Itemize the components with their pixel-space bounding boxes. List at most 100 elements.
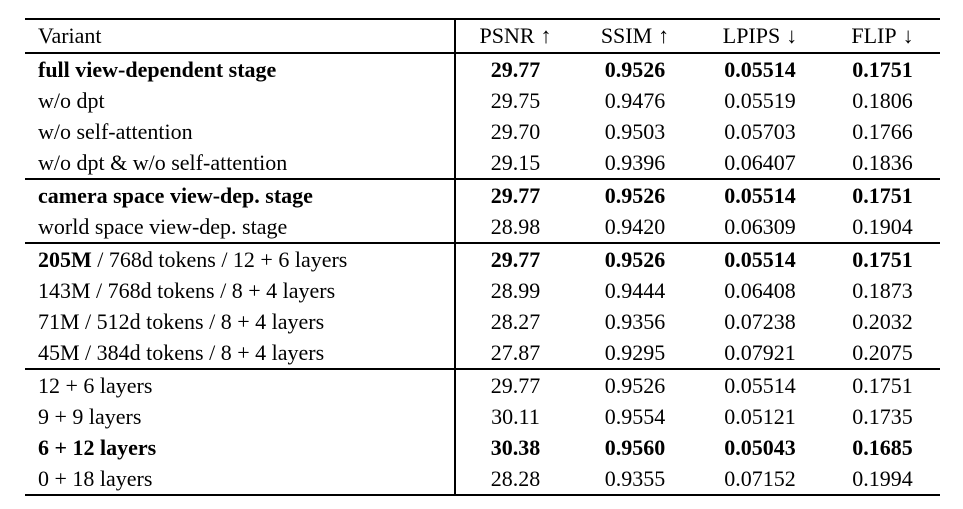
flip-value: 0.1751	[852, 57, 913, 82]
lpips-value: 0.05121	[724, 404, 796, 429]
flip-value: 0.2032	[852, 309, 913, 334]
psnr-value: 29.77	[490, 183, 541, 208]
lpips-value: 0.06407	[724, 150, 796, 175]
metric-label-psnr: PSNR	[479, 23, 535, 48]
flip-value: 0.1685	[852, 435, 913, 460]
lpips-value: 0.05514	[724, 247, 796, 272]
table-row: 12 + 6 layers 29.77 0.9526 0.05514 0.175…	[25, 369, 940, 401]
table-row: world space view-dep. stage 28.98 0.9420…	[25, 211, 940, 243]
table-row: 205M / 768d tokens / 12 + 6 layers 29.77…	[25, 243, 940, 275]
variant-cell: w/o self-attention	[25, 116, 456, 147]
flip-value: 0.1766	[852, 119, 913, 144]
ssim-value: 0.9554	[604, 404, 666, 429]
lpips-value: 0.05703	[724, 119, 796, 144]
table-row: 143M / 768d tokens / 8 + 4 layers 28.99 …	[25, 275, 940, 306]
section-layer-split: 12 + 6 layers 29.77 0.9526 0.05514 0.175…	[25, 369, 940, 495]
section-view-dependent-ablation: full view-dependent stage 29.77 0.9526 0…	[25, 53, 940, 179]
table-row: w/o self-attention 29.70 0.9503 0.05703 …	[25, 116, 940, 147]
ssim-value: 0.9526	[604, 183, 666, 208]
variant-text: w/o dpt	[38, 88, 105, 113]
column-header-flip: FLIP ↓	[825, 19, 940, 53]
psnr-value: 27.87	[490, 340, 541, 365]
table-row: 9 + 9 layers 30.11 0.9554 0.05121 0.1735	[25, 401, 940, 432]
section-coordinate-space: camera space view-dep. stage 29.77 0.952…	[25, 179, 940, 243]
ablation-results-table: Variant PSNR ↑ SSIM ↑ LPIPS ↓ FLIP ↓ full vi…	[25, 18, 940, 496]
column-header-psnr: PSNR ↑	[455, 19, 575, 53]
ssim-value: 0.9420	[604, 214, 666, 239]
psnr-value: 29.77	[490, 57, 541, 82]
table-row: 0 + 18 layers 28.28 0.9355 0.07152 0.199…	[25, 463, 940, 495]
ssim-value: 0.9444	[604, 278, 666, 303]
lpips-value: 0.05514	[724, 183, 796, 208]
variant-text: / 768d tokens / 12 + 6 layers	[91, 247, 348, 272]
variant-bold-text: camera space view-dep. stage	[38, 183, 313, 208]
variant-cell: 12 + 6 layers	[25, 369, 456, 401]
variant-cell: full view-dependent stage	[25, 53, 456, 85]
variant-cell: 205M / 768d tokens / 12 + 6 layers	[25, 243, 456, 275]
variant-cell: w/o dpt & w/o self-attention	[25, 147, 456, 179]
lpips-value: 0.05514	[724, 373, 796, 398]
down-arrow-icon: ↓	[902, 23, 914, 48]
flip-value: 0.1994	[852, 466, 913, 491]
table-row: w/o dpt & w/o self-attention 29.15 0.939…	[25, 147, 940, 179]
variant-cell: 0 + 18 layers	[25, 463, 456, 495]
metric-label-lpips: LPIPS	[722, 23, 781, 48]
up-arrow-icon: ↑	[658, 23, 670, 48]
psnr-value: 29.70	[490, 119, 541, 144]
psnr-value: 28.98	[490, 214, 541, 239]
ssim-value: 0.9295	[604, 340, 666, 365]
ssim-value: 0.9356	[604, 309, 666, 334]
variant-text: world space view-dep. stage	[38, 214, 288, 239]
column-header-variant: Variant	[25, 19, 456, 53]
variant-bold-text: 205M	[38, 247, 92, 272]
variant-cell: w/o dpt	[25, 85, 456, 116]
lpips-value: 0.06408	[724, 278, 796, 303]
psnr-value: 30.38	[490, 435, 541, 460]
variant-text: 143M / 768d tokens / 8 + 4 layers	[38, 278, 336, 303]
psnr-value: 29.77	[490, 373, 541, 398]
column-header-ssim: SSIM ↑	[575, 19, 695, 53]
flip-value: 0.2075	[852, 340, 913, 365]
variant-text: 12 + 6 layers	[38, 373, 153, 398]
table-row: camera space view-dep. stage 29.77 0.952…	[25, 179, 940, 211]
flip-value: 0.1806	[852, 88, 913, 113]
psnr-value: 30.11	[491, 404, 540, 429]
lpips-value: 0.06309	[724, 214, 796, 239]
variant-text: 45M / 384d tokens / 8 + 4 layers	[38, 340, 325, 365]
lpips-value: 0.05514	[724, 57, 796, 82]
column-header-lpips: LPIPS ↓	[695, 19, 825, 53]
ssim-value: 0.9526	[604, 57, 666, 82]
flip-value: 0.1904	[852, 214, 913, 239]
lpips-value: 0.07238	[724, 309, 796, 334]
flip-value: 0.1751	[852, 373, 913, 398]
variant-text: 71M / 512d tokens / 8 + 4 layers	[38, 309, 325, 334]
variant-cell: 9 + 9 layers	[25, 401, 456, 432]
flip-value: 0.1873	[852, 278, 913, 303]
metric-label-ssim: SSIM	[600, 23, 653, 48]
table-row: 71M / 512d tokens / 8 + 4 layers 28.27 0…	[25, 306, 940, 337]
psnr-value: 29.75	[490, 88, 541, 113]
table-row: full view-dependent stage 29.77 0.9526 0…	[25, 53, 940, 85]
flip-value: 0.1836	[852, 150, 913, 175]
variant-text: w/o dpt & w/o self-attention	[38, 150, 288, 175]
table-row: w/o dpt 29.75 0.9476 0.05519 0.1806	[25, 85, 940, 116]
psnr-value: 29.77	[490, 247, 541, 272]
ssim-value: 0.9355	[604, 466, 666, 491]
table-row: 45M / 384d tokens / 8 + 4 layers 27.87 0…	[25, 337, 940, 369]
metric-label-flip: FLIP	[851, 23, 897, 48]
variant-cell: 6 + 12 layers	[25, 432, 456, 463]
ssim-value: 0.9476	[604, 88, 666, 113]
ssim-value: 0.9503	[604, 119, 666, 144]
psnr-value: 29.15	[490, 150, 541, 175]
flip-value: 0.1751	[852, 247, 913, 272]
section-model-size: 205M / 768d tokens / 12 + 6 layers 29.77…	[25, 243, 940, 369]
down-arrow-icon: ↓	[786, 23, 798, 48]
header-row: Variant PSNR ↑ SSIM ↑ LPIPS ↓ FLIP ↓	[25, 19, 940, 53]
flip-value: 0.1751	[852, 183, 913, 208]
ssim-value: 0.9396	[604, 150, 666, 175]
psnr-value: 28.27	[490, 309, 541, 334]
ssim-value: 0.9526	[604, 373, 666, 398]
psnr-value: 28.28	[490, 466, 541, 491]
lpips-value: 0.05043	[724, 435, 796, 460]
